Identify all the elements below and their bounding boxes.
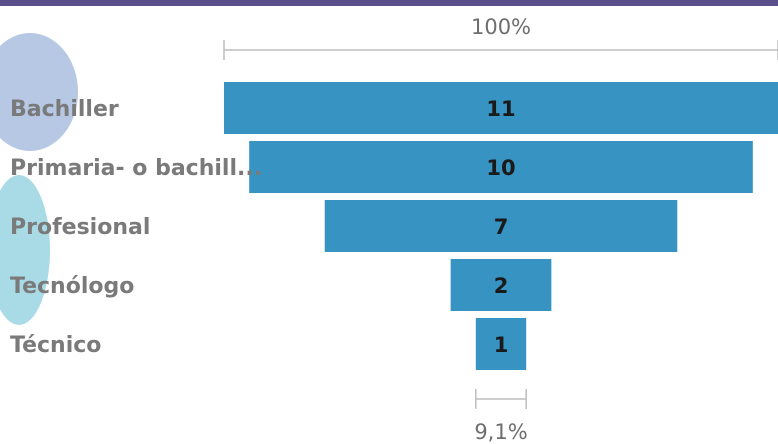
top-percent-label: 100% — [471, 15, 531, 39]
funnel-bars: 11 Bachiller 10 Primaria- o bachill... 7 Prof… — [10, 82, 778, 370]
funnel-bar — [450, 259, 552, 311]
bottom-percent-bracket — [475, 389, 527, 409]
category-label: Tecnólogo — [10, 274, 134, 299]
bar-value-label: 1 — [494, 333, 509, 357]
decorative-circle — [0, 33, 78, 151]
bottom-percent-label: 9,1% — [474, 420, 527, 444]
bar-value-label: 2 — [494, 274, 509, 298]
bar-value-label: 11 — [486, 97, 515, 121]
category-label: Bachiller — [10, 97, 119, 122]
category-label: Primaria- o bachill... — [10, 156, 262, 181]
header-band — [0, 0, 778, 6]
funnel-bar — [224, 82, 778, 134]
category-label: Técnico — [10, 333, 101, 358]
category-label: Profesional — [10, 215, 150, 240]
funnel-bar — [249, 141, 753, 193]
bar-value-label: 10 — [486, 156, 515, 180]
decorative-circle — [0, 175, 50, 325]
funnel-bar — [475, 318, 527, 370]
top-percent-bracket — [223, 40, 778, 60]
funnel-bar — [324, 200, 678, 252]
bar-value-label: 7 — [494, 215, 509, 239]
